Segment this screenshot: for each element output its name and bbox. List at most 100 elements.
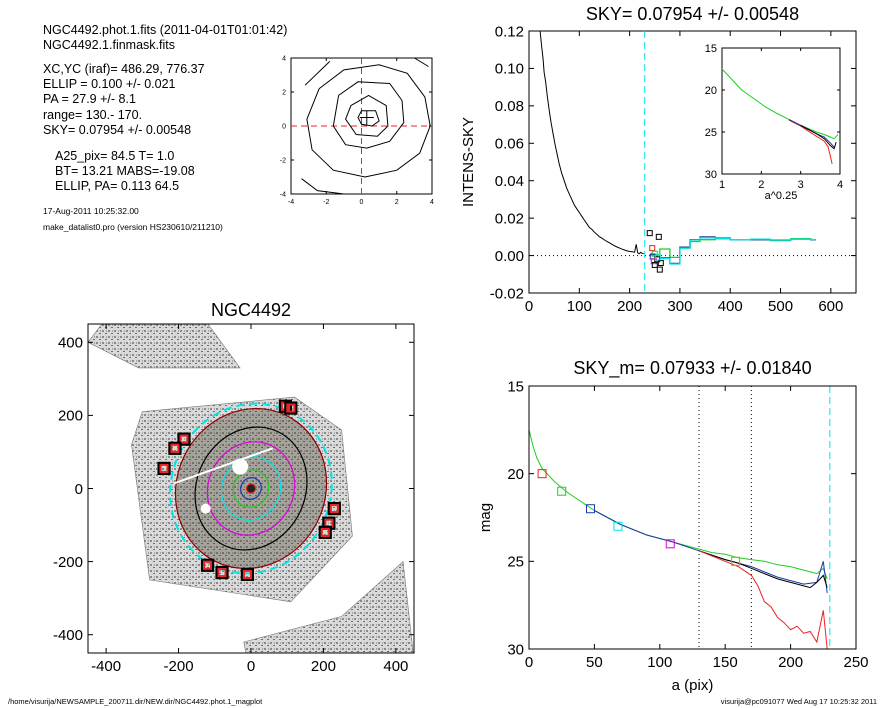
image-mask-box-inner xyxy=(286,403,296,413)
contour-ytick-label: 0 xyxy=(282,123,286,130)
intens-ytick-label: -0.02 xyxy=(490,285,524,302)
mag-ytick-label: 30 xyxy=(507,641,524,658)
inset-xtick-label: 3 xyxy=(798,179,804,191)
image-isophote-ellipse xyxy=(245,483,257,494)
mag-title: SKY_m= 0.07933 +/- 0.01840 xyxy=(573,358,811,379)
image-mask-box xyxy=(200,558,215,572)
intens-xtick-label: 600 xyxy=(818,298,843,315)
intens-ytick-label: 0.04 xyxy=(495,173,524,190)
image-masked-star xyxy=(200,503,211,514)
mask-line: NGC4492.1.finmask.fits xyxy=(43,38,175,52)
intens-marker xyxy=(655,233,662,240)
contour-ytick-label: 2 xyxy=(282,89,286,96)
contour-ytick-label: -2 xyxy=(280,157,286,164)
mag-marker xyxy=(537,469,547,479)
image-mask-box-inner xyxy=(217,568,227,578)
image-mask-box xyxy=(284,401,298,415)
image-xtick-label: -400 xyxy=(91,658,121,675)
image-galaxy-core xyxy=(247,484,255,493)
image-mask-box xyxy=(177,432,191,446)
contour-xtick-label: 0 xyxy=(360,199,364,206)
contour-level xyxy=(345,94,389,137)
mag-xtick-label: 250 xyxy=(843,654,868,671)
image-mask-box xyxy=(240,567,254,582)
mag-xtick-label: 200 xyxy=(778,654,803,671)
mag-marker xyxy=(557,486,567,496)
intens-frame xyxy=(528,30,857,294)
image-mask-box xyxy=(215,565,229,580)
intens-ytick-label: 0.02 xyxy=(495,210,524,227)
image-isophote-ellipse xyxy=(194,426,308,551)
image-ytick-label: -200 xyxy=(53,554,83,571)
image-mask-box-inner xyxy=(179,434,189,444)
image-xtick-label: -200 xyxy=(164,658,194,675)
inset-frame xyxy=(721,47,841,175)
inset-profile-plot: 1 2 3 4 15 20 25 30 a^0.25 xyxy=(705,43,843,202)
image-isophote-ellipse xyxy=(240,477,262,500)
contour-level xyxy=(414,57,429,67)
intens-profile-line xyxy=(539,30,644,255)
image-ytick-label: 0 xyxy=(75,481,83,498)
intens-ytick-label: 0.06 xyxy=(495,136,524,153)
mag-marker xyxy=(665,539,675,549)
contour-level xyxy=(357,110,380,127)
mag-ytick-label: 20 xyxy=(507,466,524,483)
mag-ytick-label: 25 xyxy=(507,554,524,571)
image-mask-box-inner xyxy=(203,560,213,570)
intens-marker xyxy=(656,266,663,273)
contour-xtick-label: -2 xyxy=(323,199,329,206)
inset-series-line xyxy=(800,124,837,150)
image-mask-box xyxy=(168,441,182,455)
inset-ytick-label: 20 xyxy=(705,85,717,97)
image-field-strip xyxy=(243,560,414,653)
intens-step-line xyxy=(649,237,816,259)
intens-marker xyxy=(646,230,653,237)
image-masked-star xyxy=(232,458,249,475)
image-field-strip xyxy=(88,324,241,369)
contour-level xyxy=(304,61,331,86)
mag-area xyxy=(529,386,831,649)
info-block: NGC4492.phot.1.fits (2011-04-01T01:01:42… xyxy=(0,0,287,240)
contour-xtick-label: 4 xyxy=(430,199,434,206)
image-ytick-label: 200 xyxy=(58,408,83,425)
image-mask-box-inner xyxy=(170,443,180,453)
mag-ytick-label: 15 xyxy=(507,378,524,395)
mag-xtick-label: 0 xyxy=(525,654,533,671)
contour-ytick-label: 4 xyxy=(282,55,286,62)
intens-marker xyxy=(654,254,661,261)
intens-xtick-label: 0 xyxy=(525,298,533,315)
mag-xtick-label: 50 xyxy=(586,654,603,671)
contour-xtick-label: 2 xyxy=(395,199,399,206)
contour-xtick-label: -4 xyxy=(288,199,294,206)
intens-ytick-label: 0.00 xyxy=(495,248,524,265)
image-isophote-ellipse xyxy=(220,456,282,521)
inset-xtick-label: 4 xyxy=(837,179,843,191)
mag-series-line xyxy=(594,510,828,593)
contour-level xyxy=(306,64,431,178)
image-mask-box-inner xyxy=(320,527,330,537)
intens-marker xyxy=(651,261,658,268)
contour-ytick-label: -4 xyxy=(280,191,286,198)
xcyc-line: XC,YC (iraf)= 486.29, 776.37 xyxy=(43,62,205,76)
mag-series-line xyxy=(529,429,828,580)
image-mask-box xyxy=(157,461,171,475)
intens-marker xyxy=(654,256,661,263)
file-line: NGC4492.phot.1.fits (2011-04-01T01:01:42… xyxy=(43,23,288,37)
program-line: make_datalist0.pro (version HS230610/211… xyxy=(43,222,223,232)
image-mask-box xyxy=(318,525,332,539)
pa-line: PA = 27.9 +/- 8.1 xyxy=(43,92,136,106)
intens-marker xyxy=(657,260,664,267)
footer-path: /home/visurija/NEWSAMPLE_200711.dir/NEW.… xyxy=(8,697,263,706)
inset-xtick-label: 2 xyxy=(758,179,764,191)
inset-xtick-label: 1 xyxy=(719,179,725,191)
range-line: range= 130.- 170. xyxy=(43,108,143,122)
inset-series-line xyxy=(788,119,833,165)
mag-ylabel: mag xyxy=(477,503,494,532)
inset-ytick-label: 25 xyxy=(705,127,717,139)
galaxy-image-plot: NGC4492 -400 -200 0 200 400 -400 -200 0 200 400 xyxy=(53,300,415,675)
image-mask-box-inner xyxy=(329,504,339,514)
intens-step-line xyxy=(649,237,816,265)
footer-user: visurija@pc091077 Wed Aug 17 10:25:32 20… xyxy=(720,697,877,706)
ellip-line: ELLIP = 0.100 +/- 0.021 xyxy=(43,77,176,91)
image-area xyxy=(88,324,414,653)
